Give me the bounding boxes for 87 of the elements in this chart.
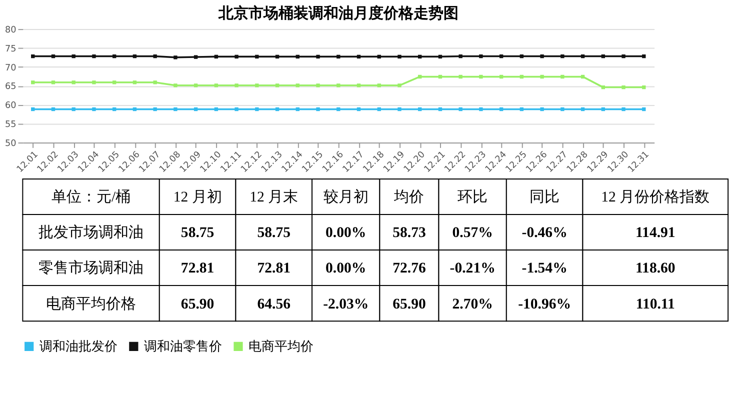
point [622,107,626,112]
point [234,84,238,88]
legend-label: 调和油批发价 [39,339,118,354]
point [275,84,280,88]
category-label: 均价 [393,188,424,206]
point [316,107,320,112]
category-label: 12 月初 [173,188,222,206]
point [153,80,157,84]
text: 批发市场调和油 [38,224,144,242]
point [296,84,300,88]
point [479,107,483,112]
point [214,84,218,88]
text: 65.90 [180,296,214,312]
y-tick-label: 70 [4,63,17,74]
text: 110.11 [636,296,675,312]
category-label: 环比 [458,188,488,206]
point [479,54,483,58]
y-tick-label: 60 [4,101,17,112]
text: 65.90 [392,296,426,312]
point [458,74,462,79]
point [458,54,462,58]
point [255,84,259,88]
text: 0.00% [326,260,366,277]
point [377,84,381,88]
category-label: 单位：元/桶 [51,188,131,206]
point [622,54,626,58]
text: 64.56 [257,296,290,312]
text: -1.54% [522,260,568,277]
legend-label: 调和油零售价 [144,339,222,354]
text: 118.60 [635,260,676,277]
text: 72.81 [257,260,290,277]
text: -2.03% [323,296,369,312]
text: 电商平均价格 [46,295,136,312]
y-tick-label: 55 [4,120,16,130]
point [255,54,259,59]
text: 0.57% [452,225,493,242]
text: 114.91 [635,225,676,242]
point [560,54,564,58]
chart-title: 北京市场桶装调和油月度价格走势图 [217,4,458,22]
point [356,84,361,88]
point [540,74,544,79]
category-label: 12 月末 [250,188,298,206]
point [92,80,96,84]
point [336,84,340,88]
text: 58.75 [257,225,290,242]
text: -10.96% [518,296,572,312]
point [398,84,402,88]
point [255,107,259,112]
y-tick-label: 80 [4,26,17,36]
legend-label: 电商平均价 [248,339,314,354]
point [540,107,544,112]
point [316,84,320,88]
y-tick-label: 65 [4,82,16,92]
point [194,84,198,88]
point [540,54,544,58]
text: 2.70% [452,296,493,312]
point [560,107,564,112]
point [92,54,96,58]
category-label: 12 月份价格指数 [601,188,710,206]
text: 72.81 [180,260,214,277]
text: 零售市场调和油 [38,260,144,277]
point [234,54,238,59]
point [153,54,157,58]
category-label: 较月初 [323,188,368,206]
point [194,55,198,59]
point [174,56,178,60]
point [479,74,483,79]
point [622,85,626,90]
point [153,107,157,112]
text: 58.73 [392,225,426,242]
y-tick-label: 50 [4,138,17,149]
point [316,54,320,59]
text: 58.75 [180,225,214,242]
text: -0.46% [522,225,568,242]
point [174,107,178,112]
point [234,107,238,112]
point [174,84,178,88]
point [458,107,462,112]
category-label: 同比 [530,188,560,206]
point [92,107,96,112]
point [398,107,402,112]
y-tick-label: 75 [4,44,16,54]
point [398,54,402,59]
text: -0.21% [450,260,496,277]
text: 72.76 [392,260,426,277]
text: 0.00% [326,225,366,242]
point [560,74,564,79]
